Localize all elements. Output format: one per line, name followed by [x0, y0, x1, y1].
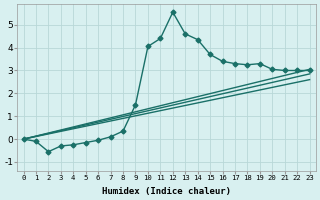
X-axis label: Humidex (Indice chaleur): Humidex (Indice chaleur): [102, 187, 231, 196]
